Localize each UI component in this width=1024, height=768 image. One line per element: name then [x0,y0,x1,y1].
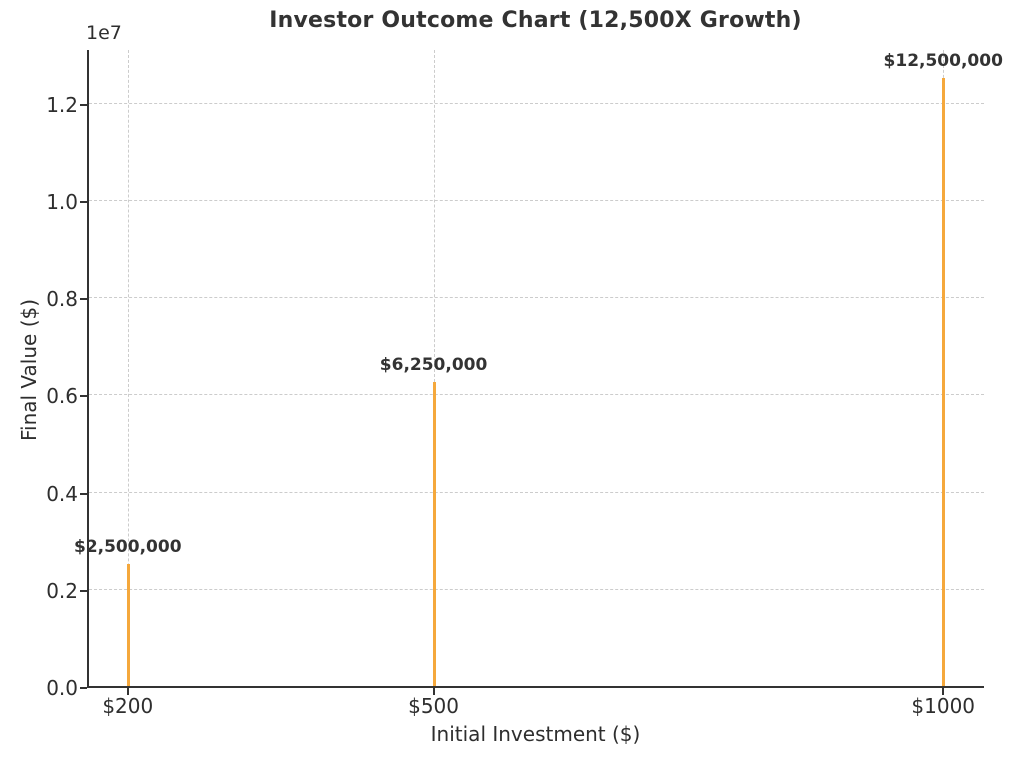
y-tick-label: 0.0 [46,676,78,700]
gridline-h [89,588,984,590]
x-tick-mark [432,688,435,695]
gridline-h [89,394,984,396]
gridline-h [89,491,984,493]
bar-value-label: $6,250,000 [379,355,488,376]
y-tick-mark [80,103,87,106]
plot-area [87,50,984,688]
y-tick-label: 0.8 [46,287,78,312]
x-tick-label: $200 [102,694,154,718]
x-tick-label: $500 [408,694,460,718]
y-tick-label: 1.0 [46,189,78,214]
gridline-v [127,50,129,686]
gridline-v [433,50,435,686]
y-tick-mark [80,298,87,301]
x-tick-mark [126,688,129,695]
bar [942,78,946,686]
y-tick-label: 0.2 [46,578,78,603]
y-tick-mark [80,492,87,495]
gridline-h [89,297,984,299]
x-tick-mark [942,688,945,695]
y-axis-label: Final Value ($) [17,298,41,442]
y-tick-label: 0.6 [46,384,78,409]
x-tick-label: $1000 [911,694,976,718]
y-tick-mark [80,200,87,203]
y-tick-label: 0.4 [46,481,78,506]
y-tick-mark [80,395,87,398]
bar [126,564,130,686]
x-axis-label: Initial Investment ($) [430,722,641,746]
y-tick-mark [80,687,87,689]
gridline-h [89,199,984,201]
bar [432,382,436,686]
chart-title: Investor Outcome Chart (12,500X Growth) [269,8,802,33]
y-tick-label: 1.2 [46,92,78,117]
y-tick-mark [80,589,87,592]
bar-value-label: $12,500,000 [883,51,1003,72]
gridline-h [89,102,984,104]
bar-value-label: $2,500,000 [73,537,182,558]
y-axis-offset-label: 1e7 [86,22,122,44]
